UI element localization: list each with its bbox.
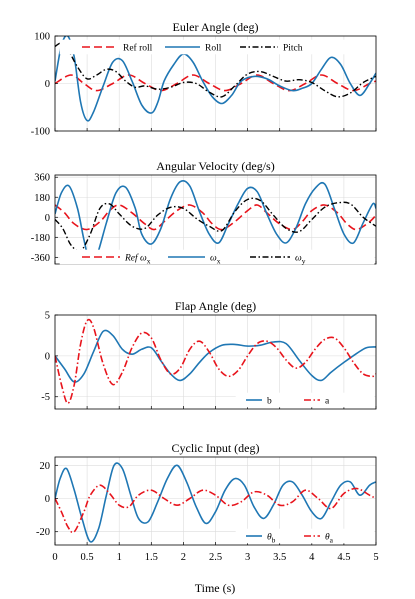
legend-label: θb — [267, 533, 276, 545]
legend-label: Ref roll — [123, 43, 153, 54]
legend-label-subscript: b — [272, 536, 276, 545]
legend-label: a — [325, 397, 330, 407]
legend-label: Pitch — [283, 44, 303, 54]
series-line-3 — [55, 197, 376, 252]
x-tick-label: 3.5 — [273, 552, 286, 563]
y-tick-label: 180 — [34, 193, 50, 204]
series-line-3 — [55, 42, 376, 98]
y-tick-label: 100 — [34, 32, 50, 43]
x-tick-label: 2 — [181, 552, 186, 563]
series-line-2 — [55, 484, 376, 534]
legend-label: θa — [325, 533, 334, 545]
y-tick-label: 5 — [45, 311, 50, 322]
panel-title: Cyclic Input (deg) — [172, 441, 260, 455]
series-line-1 — [55, 462, 376, 543]
panel-title: Euler Angle (deg) — [173, 20, 259, 34]
legend: θb θa — [235, 528, 375, 545]
panel-2: -360 -180 0 180 360 Angular Velocity (deg/s) R… — [31, 159, 377, 266]
y-tick-label: 0 — [45, 213, 50, 224]
legend-label: ωx — [210, 254, 221, 266]
y-tick-label: 0 — [45, 494, 50, 505]
series-line-2 — [55, 36, 376, 122]
y-tick-label: 0 — [45, 79, 50, 90]
legend-box — [59, 39, 375, 55]
legend-label: ωy — [295, 254, 306, 266]
x-tick-label: 1 — [117, 552, 122, 563]
series-line-1 — [55, 74, 376, 92]
series-group — [55, 318, 376, 405]
x-tick-label: 5 — [373, 552, 378, 563]
series-line-1 — [55, 329, 376, 383]
legend: Ref ωx ωx ωy — [59, 249, 375, 266]
panel-title: Angular Velocity (deg/s) — [156, 159, 274, 173]
x-axis-label-group: Time (s) — [195, 581, 236, 595]
x-axis-label: Time (s) — [195, 581, 236, 595]
legend-box — [59, 249, 375, 265]
legend-label-subscript: x — [217, 257, 221, 266]
x-tick-label: 2.5 — [209, 552, 222, 563]
y-tick-label: 20 — [40, 461, 51, 472]
y-tick-label: -360 — [31, 253, 50, 264]
x-tick-label: 1.5 — [145, 552, 158, 563]
legend: Ref roll Roll Pitch — [59, 39, 375, 55]
series-group — [55, 462, 376, 543]
y-tick-label: -100 — [31, 127, 50, 138]
x-tick-label: 0.5 — [81, 552, 94, 563]
series-group — [55, 36, 376, 122]
panel-title: Flap Angle (deg) — [175, 299, 256, 313]
y-tick-label: 360 — [34, 173, 50, 184]
legend-label-subscript: y — [302, 257, 306, 266]
y-tick-label: -5 — [41, 392, 50, 403]
legend-label-subscript: a — [330, 536, 334, 545]
legend-label: Ref ωx — [124, 253, 151, 266]
legend-label-subscript: x — [147, 257, 151, 266]
series-line-1 — [55, 204, 376, 231]
x-tick-label: 0 — [52, 552, 57, 563]
series-line-2 — [55, 318, 376, 405]
y-tick-label: -180 — [31, 233, 50, 244]
legend-label: b — [267, 397, 272, 407]
panel-4: 0 0.5 1 1.5 2 2.5 3 3.5 4 4.5 5 -20 0 20 Cyclic Input … — [36, 441, 379, 563]
x-tick-label: 3 — [245, 552, 250, 563]
legend-label: Roll — [205, 44, 222, 54]
y-tick-label: 0 — [45, 351, 50, 362]
y-tick-label: -20 — [36, 527, 50, 538]
x-tick-label: 4 — [309, 552, 315, 563]
x-tick-label: 4.5 — [337, 552, 350, 563]
panel-1: -100 0 100 Euler Angle (deg) Ref roll Roll Pit… — [31, 20, 377, 138]
